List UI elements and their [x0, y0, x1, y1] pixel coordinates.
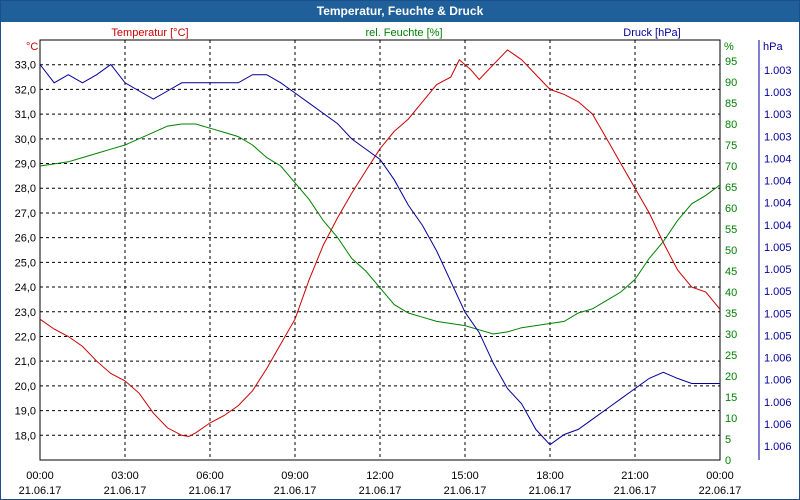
humidity-line	[39, 123, 721, 335]
x-tick-time: 06:00	[196, 470, 224, 482]
pressure-tick: 1.004	[764, 153, 792, 165]
x-tick-date: 21.06.17	[444, 485, 487, 497]
pressure-tick: 1.006	[764, 375, 792, 387]
x-tick-time: 00:00	[26, 470, 54, 482]
x-tick-time: 03:00	[111, 470, 139, 482]
pressure-tick: 1.003	[764, 87, 792, 99]
temperature-tick: 19,0	[15, 406, 36, 418]
temperature-tick: 30,0	[15, 134, 36, 146]
chart-title: Temperatur, Feuchte & Druck	[1, 1, 799, 22]
temperature-tick: 25,0	[15, 257, 36, 269]
humidity-tick: 15	[725, 392, 737, 404]
temperature-line	[39, 49, 721, 438]
pressure-tick: 1.004	[764, 198, 792, 210]
humidity-tick: 45	[725, 266, 737, 278]
pressure-axis-label: Druck [hPa]	[623, 27, 680, 39]
pressure-tick: 1.003	[764, 131, 792, 143]
temperature-tick: 28,0	[15, 183, 36, 195]
pressure-tick: 1.005	[764, 308, 792, 320]
temperature-tick: 20,0	[15, 381, 36, 393]
x-tick-time: 18:00	[536, 470, 564, 482]
temperature-tick: 33,0	[15, 60, 36, 72]
humidity-tick: 85	[725, 98, 737, 110]
humidity-tick: 80	[725, 119, 737, 131]
pressure-tick: 1.004	[764, 220, 792, 232]
temperature-tick: 32,0	[15, 84, 36, 96]
pressure-tick: 1.006	[764, 419, 792, 431]
humidity-tick: 20	[725, 371, 737, 383]
x-tick-time: 12:00	[366, 470, 394, 482]
pressure-tick: 1.003	[764, 65, 792, 77]
temperature-unit: °C	[26, 41, 38, 53]
pressure-tick: 1.006	[764, 441, 792, 453]
humidity-tick: 10	[725, 413, 737, 425]
pressure-tick: 1.005	[764, 242, 792, 254]
humidity-tick: 60	[725, 203, 737, 215]
pressure-tick: 1.005	[764, 264, 792, 276]
humidity-tick: 55	[725, 224, 737, 236]
pressure-tick: 1.006	[764, 353, 792, 365]
temperature-tick: 27,0	[15, 208, 36, 220]
temperature-tick: 31,0	[15, 109, 36, 121]
humidity-tick: 95	[725, 56, 737, 68]
humidity-tick: 0	[725, 455, 731, 467]
temperature-tick: 29,0	[15, 159, 36, 171]
humidity-tick: 75	[725, 140, 737, 152]
temperature-tick: 21,0	[15, 356, 36, 368]
humidity-unit: %	[724, 41, 734, 53]
x-tick-date: 21.06.17	[189, 485, 232, 497]
x-tick-time: 09:00	[281, 470, 309, 482]
humidity-tick: 90	[725, 77, 737, 89]
pressure-line	[39, 63, 720, 446]
x-tick-date: 21.06.17	[614, 485, 657, 497]
temperature-tick: 23,0	[15, 307, 36, 319]
x-tick-time: 00:00	[706, 470, 734, 482]
x-tick-date: 22.06.17	[699, 485, 742, 497]
humidity-tick: 70	[725, 161, 737, 173]
pressure-tick: 1.006	[764, 397, 792, 409]
humidity-tick: 50	[725, 245, 737, 257]
temperature-tick: 24,0	[15, 282, 36, 294]
x-tick-date: 21.06.17	[359, 485, 402, 497]
x-tick-date: 21.06.17	[104, 485, 147, 497]
temperature-tick: 22,0	[15, 331, 36, 343]
temperature-tick: 18,0	[15, 430, 36, 442]
x-tick-time: 21:00	[621, 470, 649, 482]
temperature-axis-label: Temperatur [°C]	[111, 27, 188, 39]
temperature-tick: 26,0	[15, 233, 36, 245]
humidity-tick: 40	[725, 287, 737, 299]
pressure-tick: 1.003	[764, 109, 792, 121]
pressure-tick: 1.004	[764, 176, 792, 188]
humidity-tick: 25	[725, 350, 737, 362]
humidity-tick: 65	[725, 182, 737, 194]
humidity-axis-label: rel. Feuchte [%]	[365, 27, 442, 39]
humidity-tick: 35	[725, 308, 737, 320]
pressure-tick: 1.005	[764, 286, 792, 298]
x-tick-date: 21.06.17	[274, 485, 317, 497]
x-tick-time: 15:00	[451, 470, 479, 482]
pressure-tick: 1.005	[764, 330, 792, 342]
humidity-tick: 5	[725, 434, 731, 446]
x-tick-date: 21.06.17	[529, 485, 572, 497]
humidity-tick: 30	[725, 329, 737, 341]
pressure-unit: hPa	[763, 41, 783, 53]
x-tick-date: 21.06.17	[19, 485, 62, 497]
